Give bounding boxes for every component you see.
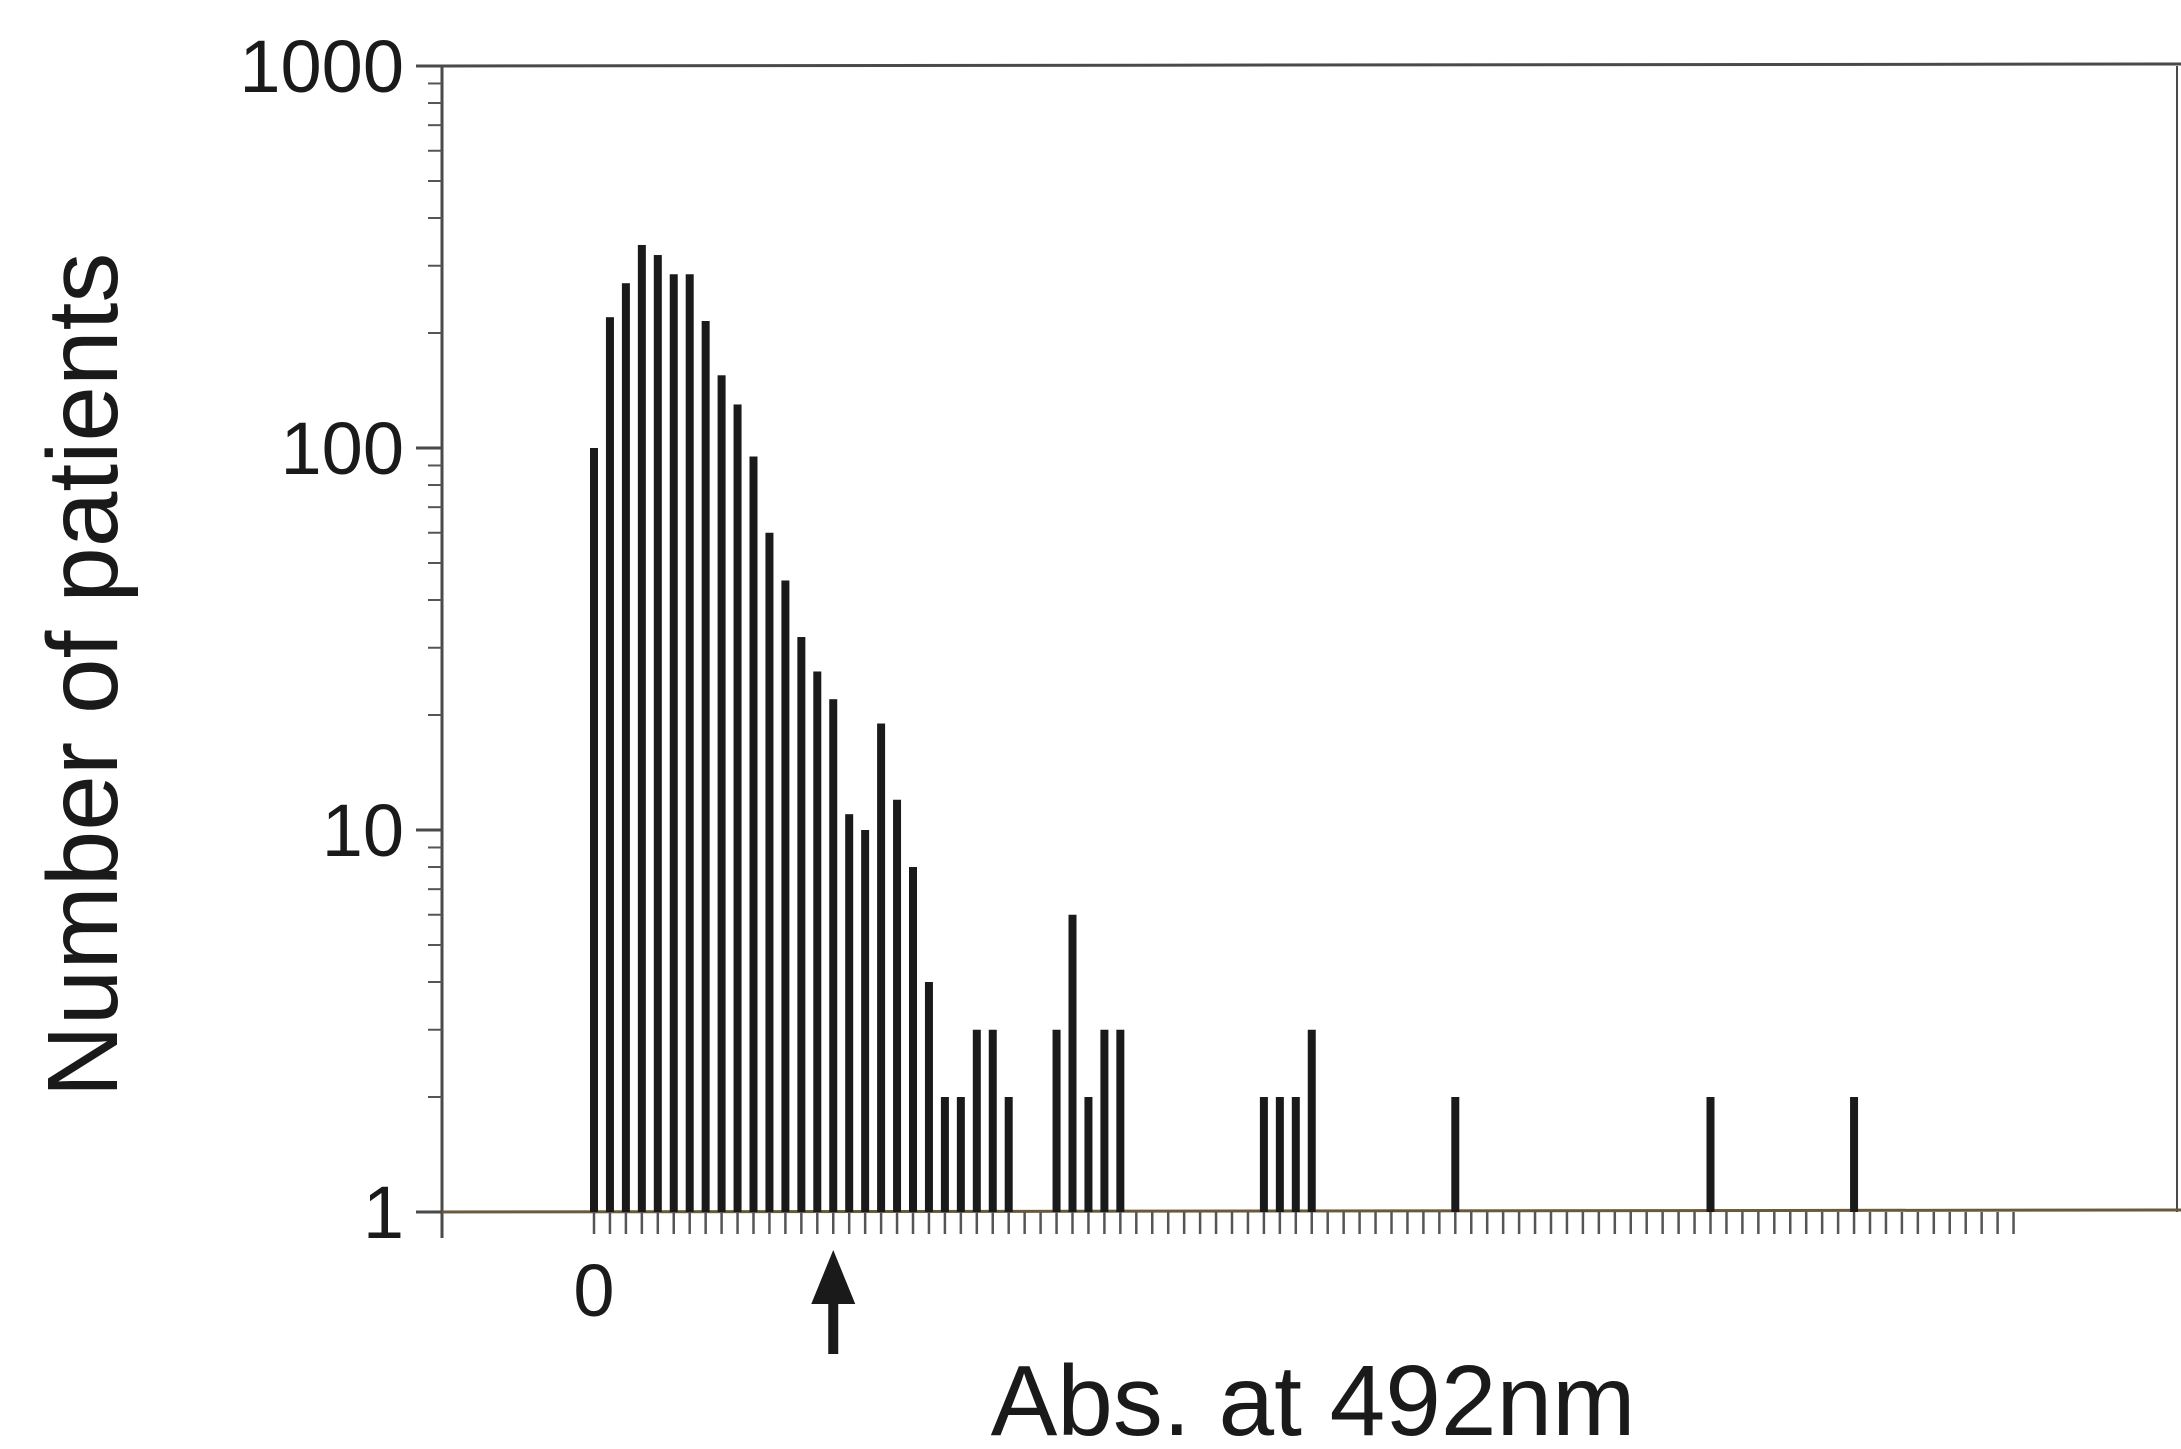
cutoff-arrow-icon (811, 1250, 856, 1354)
histogram-bar (877, 723, 886, 1212)
plot-top-border (441, 62, 2181, 68)
y-axis-title: Number of patients (27, 253, 139, 1098)
histogram-bar (972, 1029, 981, 1212)
cutoff-arrow-shaft (828, 1274, 839, 1354)
histogram-bar (813, 671, 822, 1212)
histogram-bar (1004, 1097, 1013, 1212)
histogram-bar (637, 244, 646, 1213)
histogram-bar (1116, 1029, 1125, 1212)
axes-group (415, 62, 2181, 1238)
histogram-bar (701, 321, 710, 1212)
histogram-bar (924, 982, 933, 1212)
histogram-bar (956, 1097, 965, 1212)
histogram-bar (893, 799, 902, 1212)
y-tick-label: 100 (281, 407, 404, 490)
histogram-bar (733, 404, 742, 1212)
histogram-bar (765, 532, 774, 1212)
histogram-bar (1100, 1029, 1109, 1212)
labels-group: 1 10 100 1000 0 Abs. at 492nm Number of patien… (27, 25, 1635, 1449)
histogram-bar (1084, 1097, 1093, 1212)
histogram-bar (749, 456, 758, 1212)
histogram-bar (1307, 1029, 1316, 1212)
y-tick-label: 10 (322, 789, 404, 872)
histogram-bar (1451, 1097, 1460, 1212)
cutoff-arrow-head (811, 1250, 856, 1304)
bars-group (590, 244, 1859, 1213)
histogram-bar (797, 637, 806, 1212)
histogram-bar (621, 283, 630, 1212)
histogram-bar (829, 699, 838, 1212)
histogram-bar (590, 448, 598, 1212)
histogram-bar (1291, 1097, 1300, 1212)
histogram-bar (845, 814, 854, 1212)
histogram-bar (1259, 1097, 1268, 1212)
histogram-bar (781, 580, 790, 1212)
y-tick-label: 1000 (239, 25, 404, 108)
y-tick-label: 1 (363, 1171, 404, 1254)
histogram-bar (1706, 1097, 1715, 1212)
histogram-bar (861, 830, 870, 1212)
x-tick-label: 0 (573, 1249, 614, 1332)
histogram-bar (940, 1097, 949, 1212)
histogram-bar (653, 255, 662, 1212)
x-axis-title: Abs. at 492nm (991, 1345, 1636, 1449)
histogram-bar (1275, 1097, 1284, 1212)
histogram-bar (1052, 1029, 1061, 1212)
histogram-bar (605, 317, 614, 1212)
histogram-bar (1068, 914, 1077, 1212)
histogram-bar (717, 375, 726, 1212)
histogram-bar (669, 274, 678, 1212)
histogram-bar (909, 867, 917, 1212)
histogram-bar (1850, 1097, 1859, 1212)
histogram-bar (685, 274, 694, 1212)
histogram-bar (988, 1029, 997, 1212)
